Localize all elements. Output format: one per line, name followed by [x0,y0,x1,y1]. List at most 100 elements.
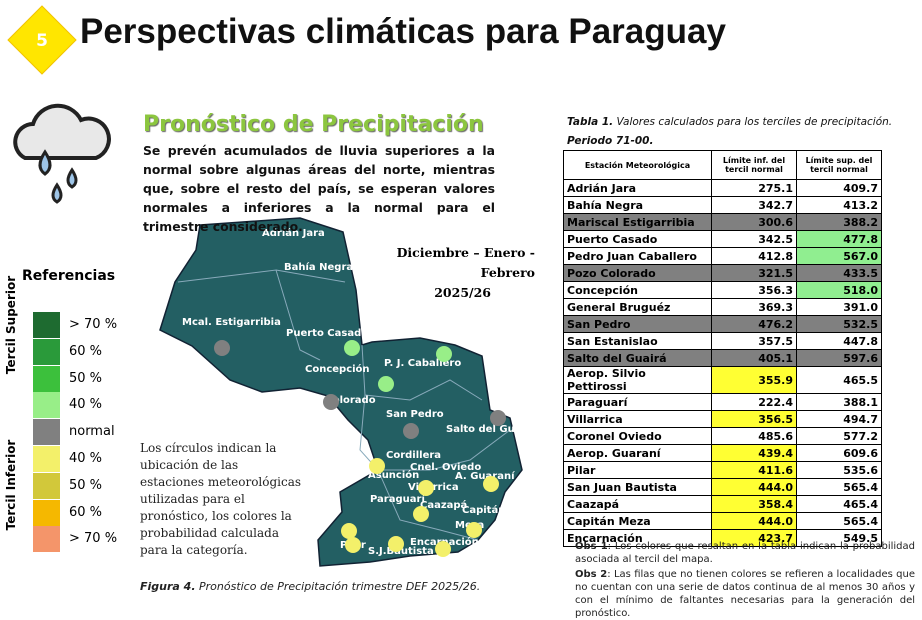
table-cell: General Bruguéz [563,298,712,316]
table-row: Puerto Casado 342.5 477.8 [563,230,882,248]
station [378,376,394,392]
table-cell: 609.6 [796,444,882,462]
table-cell: 565.4 [796,478,882,496]
section-title: Pronóstico de Precipitación [143,112,484,137]
table-cell: 412.8 [711,247,797,265]
obs-text: : Las filas que no tienen colores se ref… [575,569,915,619]
table-cell: Capitán Meza [563,512,712,530]
table-cell: Encarnación [563,529,712,547]
table-cell: 423.7 [711,529,797,547]
table-row: Pozo Colorado 321.5 433.5 [563,264,882,282]
table-cell: 357.5 [711,332,797,350]
map-label: Cnel. Oviedo [410,462,481,473]
legend-label: > 70 % [69,317,118,332]
table-row: Aerop. Guaraní 439.4 609.6 [563,444,882,462]
map-note: Los círculos indican la ubicación de las… [140,441,302,557]
header-row: Estación Meteorológica Límite inf. del te… [563,150,882,180]
legend-swatch [33,338,60,365]
legend-label: 60 % [69,504,103,520]
table-cell: 444.0 [711,478,797,496]
caption-label: Figura 4. [140,580,196,593]
intro-text: Se prevén acumulados de lluvia superiore… [143,143,495,234]
table-cell: 222.4 [711,393,797,411]
legend-label: 50 % [69,370,103,386]
map-label: San Pedro [386,409,444,420]
table-row: Bahía Negra 342.7 413.2 [563,196,882,214]
table-cell: Pozo Colorado [563,264,712,282]
legend-swatch [33,446,60,472]
table-cell: 358.4 [711,495,797,513]
table-cell: Puerto Casado [563,230,712,248]
legend-label: 60 % [69,343,103,359]
table-cell: 485.6 [711,427,797,445]
table-cell: 388.1 [796,393,882,411]
table-row: Adrián Jara 275.1 409.7 [563,179,882,197]
station [369,458,385,474]
station [413,506,429,522]
table-cell: 518.0 [796,281,882,299]
table-row: San Pedro 476.2 532.5 [563,315,882,333]
table-row: Salto del Guairá 405.1 597.6 [563,349,882,367]
station [403,423,419,439]
table-row: Aerop. Silvio Pettirossi 355.9 465.5 [563,366,882,394]
obs-2: Obs 2: Las filas que no tienen colores s… [575,568,915,620]
station [214,340,230,356]
table-cell: 321.5 [711,264,797,282]
figure-caption: Figura 4. Pronóstico de Precipitación tr… [140,580,480,593]
table-cell: 476.2 [711,315,797,333]
table-cell: 465.4 [796,495,882,513]
legend-label: 50 % [69,477,103,493]
table-cell: 597.6 [796,349,882,367]
table-cell: Aerop. Silvio Pettirossi [563,366,712,394]
table-cell: 465.5 [796,366,882,394]
table-row: Encarnación 423.7 549.5 [563,529,882,547]
legend-title: Referencias [22,268,116,284]
table-cell: 411.6 [711,461,797,479]
table-cell: 356.3 [711,281,797,299]
legend-swatch [33,472,60,499]
table-cell: 532.5 [796,315,882,333]
legend-swatch [33,499,60,526]
table-cell: 409.7 [796,179,882,197]
table-cell: 391.0 [796,298,882,316]
table-row: Villarrica 356.5 494.7 [563,410,882,428]
period: Diciembre – Enero - Febrero [396,245,535,280]
table-row: San Estanislao 357.5 447.8 [563,332,882,350]
table-cell: 565.4 [796,512,882,530]
table-row: Coronel Oviedo 485.6 577.2 [563,427,882,445]
caption-period: Periodo 71-00. [567,135,654,147]
table-cell: 355.9 [711,366,797,394]
page-title: Perspectivas climáticas para Paraguay [80,12,726,51]
table-cell: 494.7 [796,410,882,428]
caption-text: Valores calculados para los terciles de … [613,116,893,128]
table-cell: 300.6 [711,213,797,231]
table-cell: Mariscal Estigarribia [563,213,712,231]
map-label: Paraguarí [370,493,425,505]
table-row: Pilar 411.6 535.6 [563,461,882,479]
table-cell: 477.8 [796,230,882,248]
station [490,410,506,426]
legend-swatch [33,419,60,446]
map-label: A. Guaraní [455,470,515,482]
legend-label: 40 % [69,451,103,466]
map-period: Diciembre – Enero - Febrero 2025/26 [355,243,535,303]
map-label: Bahía Negra [284,261,353,273]
obs-1: Obs 1: Los colores que resaltan en la ta… [575,540,915,566]
station [436,346,452,362]
header-cell: Límite inf. del tercil normal [711,150,797,180]
table-cell: Aerop. Guaraní [563,444,712,462]
table-cell: 444.0 [711,512,797,530]
header-cell: Estación Meteorológica [563,150,712,180]
table-cell: Pilar [563,461,712,479]
table-cell: 356.5 [711,410,797,428]
table-cell: 567.0 [796,247,882,265]
station [466,522,482,538]
legend-swatch [33,526,60,553]
map-label: Adrián Jara [262,227,325,239]
badge-number: 5 [36,31,48,51]
station [345,537,361,553]
table-cell: 369.3 [711,298,797,316]
table-cell: San Pedro [563,315,712,333]
map-label: Capitán [462,504,505,516]
